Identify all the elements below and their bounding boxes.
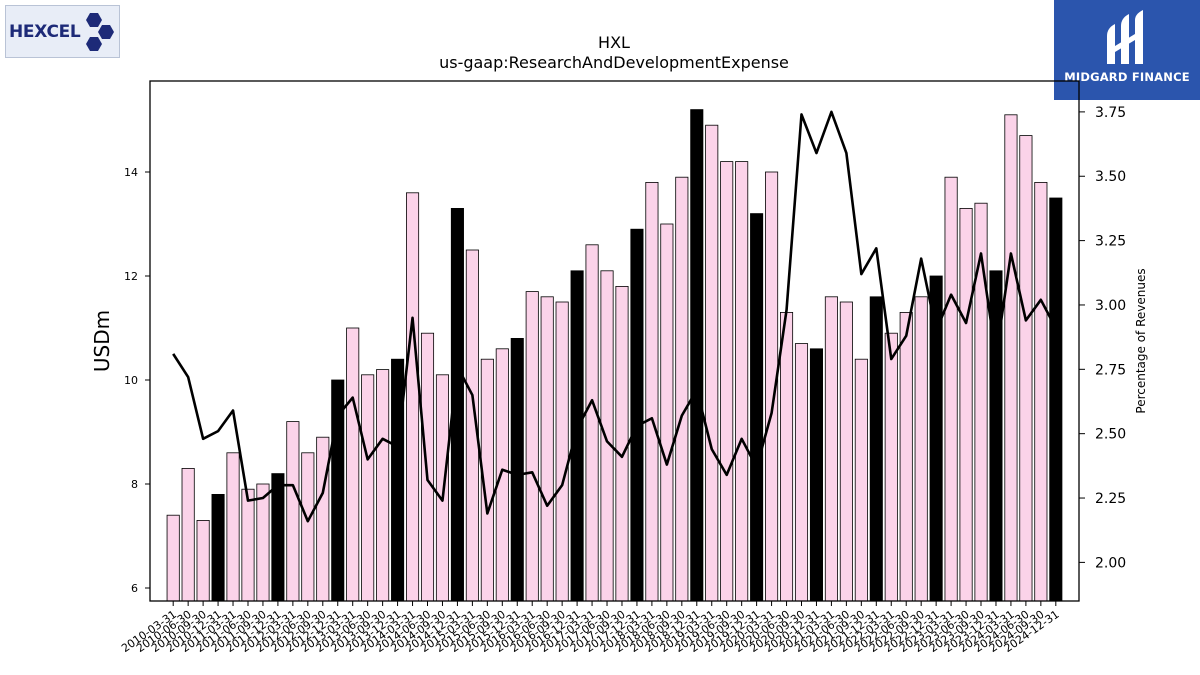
chart-title: HXL [598, 33, 630, 52]
y2-tick-label: 3.00 [1095, 298, 1126, 314]
plot-frame [149, 80, 1080, 602]
bar [286, 421, 300, 602]
pct-revenue-line [172, 110, 1057, 523]
bar [720, 161, 734, 602]
bar [944, 176, 958, 602]
bar [510, 337, 524, 602]
bar [690, 109, 704, 602]
bar [1049, 197, 1063, 602]
y2-tick-label: 2.50 [1095, 427, 1126, 443]
bar [181, 467, 195, 602]
bar [196, 520, 210, 602]
bar [495, 348, 509, 602]
bar [675, 176, 689, 602]
bar [600, 270, 614, 602]
bar [839, 301, 853, 602]
bar [361, 374, 375, 602]
hexcel-logo-text: HEXCEL [9, 22, 81, 42]
y-tick-label: 10 [124, 374, 138, 387]
hexcel-logo: HEXCEL [5, 5, 120, 58]
bar [869, 296, 883, 602]
bar [391, 358, 405, 602]
y2-tick-label: 2.75 [1095, 362, 1126, 378]
bar [570, 270, 584, 602]
bar [809, 348, 823, 602]
bar [241, 488, 255, 602]
y-tick-label: 6 [131, 582, 138, 595]
bar [256, 483, 270, 602]
bar [301, 452, 315, 602]
x-axis: 2010-03-312010-06-302010-09-302010-12-31… [119, 601, 1062, 655]
bar [540, 296, 554, 602]
line-layer [172, 110, 1057, 523]
bar [884, 332, 898, 602]
bar [331, 379, 345, 602]
bar [660, 223, 674, 602]
y-tick-label: 8 [131, 478, 138, 491]
bar [1019, 135, 1033, 602]
bar [346, 327, 360, 602]
bar [271, 473, 285, 602]
chart-subtitle: us-gaap:ResearchAndDevelopmentExpense [439, 53, 789, 72]
bar [914, 296, 928, 602]
y-tick-label: 12 [124, 270, 138, 283]
y-tick-label: 14 [124, 166, 138, 179]
bar [899, 311, 913, 602]
bar [645, 181, 659, 602]
bar [705, 124, 719, 602]
bar [959, 207, 973, 602]
bar [824, 296, 838, 602]
y2-tick-label: 3.50 [1095, 169, 1126, 185]
bar [1004, 114, 1018, 602]
right-axis: 2.00 2.25 2.50 2.75 3.00 3.25 3.50 3.75 [1079, 105, 1126, 571]
midgard-mark-icon [1107, 10, 1143, 64]
bars-layer [166, 109, 1063, 602]
bar [376, 369, 390, 602]
bar [794, 343, 809, 602]
bar [166, 514, 180, 602]
bar [630, 228, 644, 602]
y2-axis-label: Percentage of Revenues [1134, 268, 1148, 413]
bar [316, 436, 330, 602]
y-axis-label: USDm [90, 310, 114, 372]
bar [585, 244, 599, 602]
hexagon-cluster-icon [86, 13, 114, 51]
bar [1034, 181, 1048, 602]
bar [974, 202, 988, 602]
bar [735, 161, 749, 602]
bar [780, 311, 794, 602]
y2-tick-label: 2.25 [1095, 491, 1126, 507]
y2-tick-label: 2.00 [1095, 555, 1126, 571]
bar [615, 285, 629, 602]
bar [211, 493, 225, 602]
y2-tick-label: 3.25 [1095, 234, 1126, 250]
bar [854, 358, 868, 602]
midgard-logo-text: MIDGARD FINANCE [1064, 70, 1190, 84]
bar [555, 301, 569, 602]
left-axis: 6 8 10 12 14 [124, 166, 150, 595]
bar [226, 452, 240, 602]
y2-tick-label: 3.75 [1095, 105, 1126, 121]
midgard-logo: MIDGARD FINANCE [1054, 0, 1200, 100]
bar [435, 374, 449, 602]
bar [525, 291, 539, 602]
bar [750, 213, 764, 602]
bar [406, 192, 420, 602]
